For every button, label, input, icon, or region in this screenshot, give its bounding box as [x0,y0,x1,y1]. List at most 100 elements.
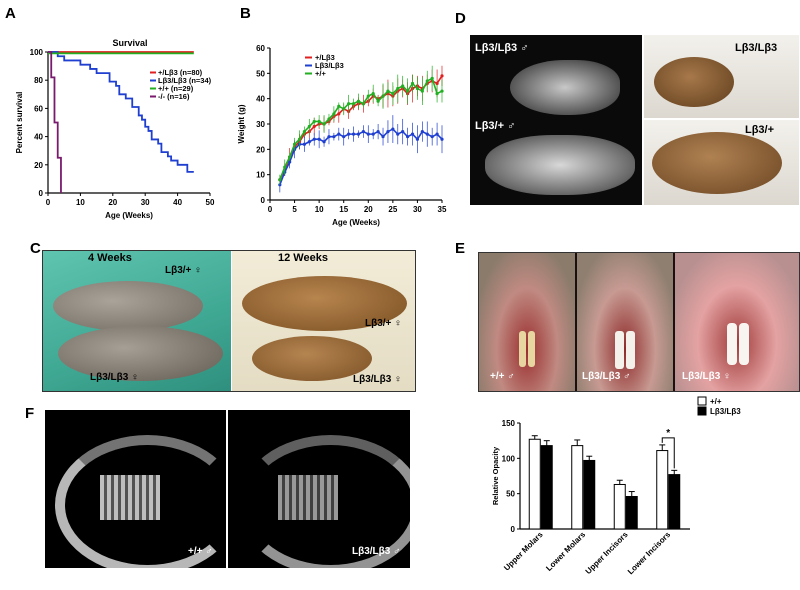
x-tick-label: 20 [364,205,373,214]
xray-panel [470,35,642,205]
data-point [327,135,331,139]
data-point [347,102,351,106]
mouse-shape [242,276,407,331]
data-point [425,79,429,83]
incisor-shape [615,331,624,369]
series-line-1 [48,51,194,173]
xray-mouse-shape [485,135,635,195]
data-point [288,155,292,159]
incisor-shape [626,331,635,369]
data-point [322,140,326,144]
data-point [396,132,400,136]
category-label: Upper Incisors [584,530,630,576]
series-line-2 [279,77,443,181]
teeth-photo-panel [478,252,800,392]
label-c-hom-right: Lβ3/Lβ3 ♀ [353,374,402,385]
label-d-photo-hom: Lβ3/Lβ3 [735,42,778,54]
x-tick-label: 35 [438,205,447,214]
label-c-hom-left: Lβ3/Lβ3 ♀ [90,372,139,383]
y-tick-label: 40 [256,95,265,104]
photo-4-weeks [43,251,231,391]
y-axis-label: Weight (g) [237,104,246,143]
jaw-shape [55,435,240,568]
x-axis-label: Age (Weeks) [105,211,153,220]
data-point [415,137,420,141]
data-point [396,86,400,91]
y-tick-label: 60 [256,44,265,53]
data-point [371,132,375,136]
data-point [420,130,424,134]
data-point [391,92,395,96]
data-point [312,119,316,124]
mouse-shape [53,281,203,331]
bar [668,474,681,530]
legend-label: Lβ3/Lβ3 [710,407,741,416]
y-tick-label: 100 [30,48,44,57]
legend-label: +/+ [315,69,326,78]
x-tick-label: 25 [388,205,397,214]
data-point [302,130,306,134]
label-f-left: +/+ ♂ [188,546,213,557]
data-point [361,130,365,134]
data-point [410,132,415,136]
data-point [283,165,287,169]
data-point [332,135,336,139]
data-point [312,137,316,141]
molar-shape [278,475,338,520]
data-point [361,102,365,106]
legend-swatch [697,406,707,416]
data-point [302,142,306,146]
teeth-photo-2 [577,253,673,391]
y-tick-label: 30 [256,120,265,129]
data-point [401,130,405,134]
data-point [292,142,297,146]
jaw-xray-panel [45,410,410,568]
photo-12-weeks [232,251,415,391]
label-d-xray-hom: Lβ3/Lβ3 ♂ [475,42,529,54]
category-label: Lower Incisors [626,530,673,577]
significance-bracket [661,437,675,469]
data-point [381,94,385,98]
series-line-1 [279,128,443,186]
x-tick-label: 0 [268,205,273,214]
legend-swatch [697,396,707,406]
x-tick-label: 10 [76,198,85,207]
teeth-photo-3 [675,253,799,391]
data-point [317,137,321,141]
data-point [425,132,429,136]
data-point [435,81,439,86]
bar [625,495,638,530]
x-tick-label: 15 [339,205,348,214]
bar [656,450,669,530]
incisor-shape [727,323,737,365]
legend-label: +/+ (n=29) [158,84,194,93]
y-tick-label: 10 [256,171,265,180]
data-point [351,132,356,136]
xray-left [45,410,240,568]
label-f-right: Lβ3/Lβ3 ♂ [352,546,401,557]
data-point [297,137,302,141]
data-point [371,92,375,96]
y-tick-label: 40 [34,133,43,142]
data-point [337,104,341,108]
y-tick-label: 20 [34,161,43,170]
legend-label: +/Lβ3 (n=80) [158,68,203,77]
bar [613,483,626,530]
x-tick-label: 50 [206,198,215,207]
y-tick-label: 0 [511,525,516,534]
significance-marker: * [666,428,670,439]
y-tick-label: 0 [39,189,44,198]
category-label: Lower Molars [544,530,587,573]
data-point [415,86,420,91]
data-point [351,102,356,106]
data-point [435,92,439,96]
xray-mouse-shape [510,60,620,115]
bar [528,438,541,530]
panel-letter-b: B [240,5,251,22]
data-point [342,135,346,139]
data-point [410,81,415,86]
x-axis-label: Age (Weeks) [332,218,380,227]
teeth-photo-1 [479,253,575,391]
x-tick-label: 0 [46,198,51,207]
data-point [406,135,410,139]
